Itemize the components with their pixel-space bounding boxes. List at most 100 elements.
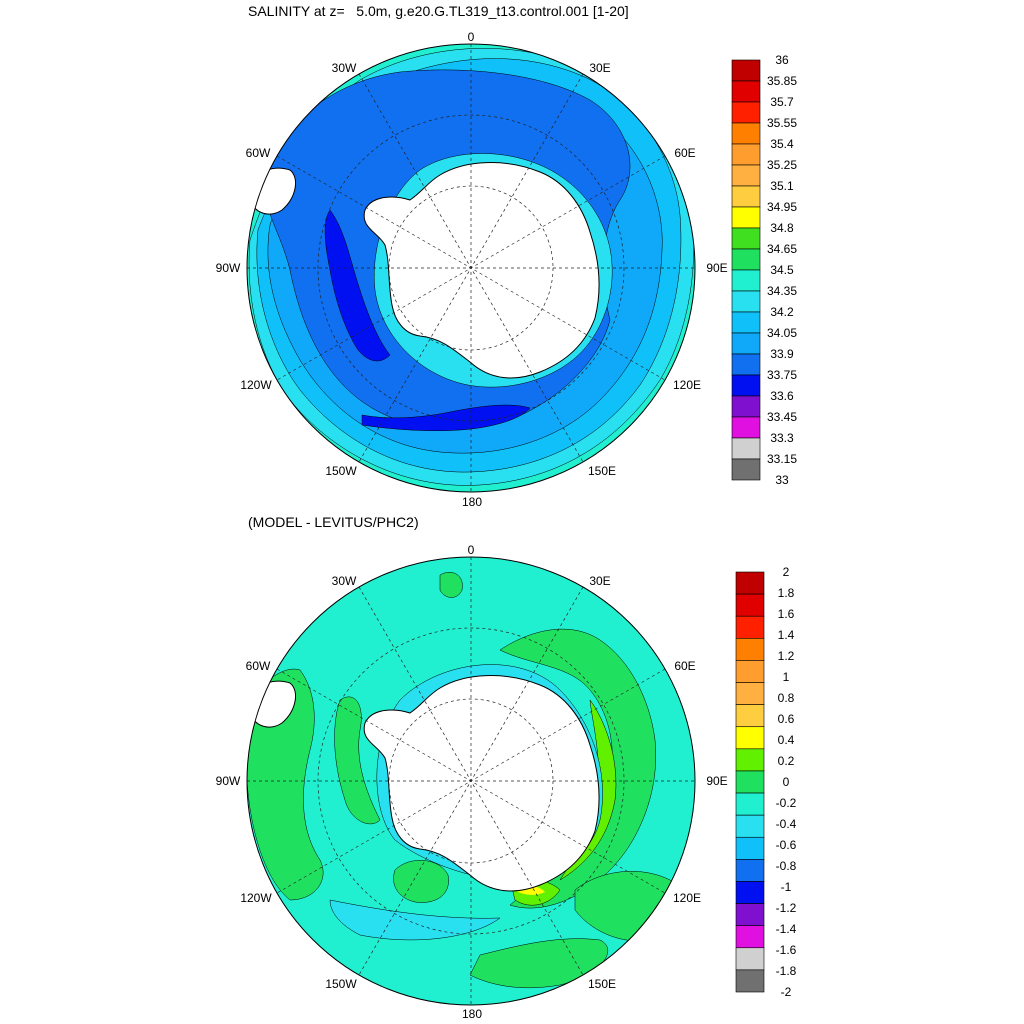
top-colorbar-swatch	[731, 437, 761, 460]
bottom-colorbar-label: -0.6	[776, 838, 797, 852]
top-colorbar-label: 34.95	[767, 200, 797, 214]
bottom-lon-90e: 90E	[706, 774, 727, 788]
bottom-cyan-south	[329, 899, 501, 941]
bottom-colorbar-label: 1	[783, 670, 790, 684]
top-dark-blue-south	[361, 404, 531, 431]
bottom-colorbar-swatch	[735, 903, 765, 926]
top-colorbar-label: 34.2	[770, 305, 794, 319]
bottom-lon-120w: 120W	[240, 891, 272, 905]
top-colorbar-label: 35.7	[770, 95, 794, 109]
bottom-colorbar-swatch	[735, 593, 765, 617]
top-colorbar-label: 36	[775, 53, 789, 67]
bottom-colorbar-label: 1.6	[778, 607, 795, 621]
top-lon-30e: 30E	[589, 61, 610, 75]
top-colorbar-swatch	[731, 227, 761, 250]
bottom-colorbar-swatch	[735, 726, 765, 750]
bottom-colorbar-label: 0.8	[778, 691, 795, 705]
bottom-lon-30w: 30W	[332, 574, 357, 588]
bottom-map-title: (MODEL - LEVITUS/PHC2)	[248, 514, 419, 530]
top-colorbar-swatch	[731, 206, 761, 229]
top-lon-60e: 60E	[674, 146, 695, 160]
top-lon-150w: 150W	[325, 464, 357, 478]
top-colorbar: 36 35.85 35.7 35.55 35.4 35.25 35.1 34.95 34.8 34…	[731, 53, 797, 487]
bottom-lon-150w: 150W	[325, 977, 357, 991]
bottom-lon-30e: 30E	[589, 574, 610, 588]
top-lon-120e: 120E	[673, 378, 701, 392]
bottom-lon-180: 180	[462, 1007, 482, 1021]
bottom-colorbar-swatch	[735, 638, 765, 661]
bottom-lon-0: 0	[468, 543, 475, 557]
top-colorbar-label: 33.9	[770, 347, 794, 361]
bottom-colorbar-swatch	[735, 704, 765, 728]
top-lon-90w: 90W	[216, 261, 241, 275]
top-colorbar-label: 33.45	[767, 410, 797, 424]
top-lon-30w: 30W	[332, 61, 357, 75]
bottom-colorbar-swatch	[735, 660, 765, 683]
bottom-green-south-patch	[393, 860, 449, 903]
top-colorbar-swatch	[731, 101, 761, 124]
bottom-colorbar-swatch	[735, 947, 765, 971]
bottom-colorbar-swatch	[735, 925, 765, 949]
bottom-lon-60w: 60W	[246, 659, 271, 673]
bottom-colorbar-swatch	[735, 969, 765, 993]
bottom-colorbar-swatch	[735, 814, 765, 838]
top-colorbar-label: 33.15	[767, 452, 797, 466]
top-graticule	[247, 44, 695, 492]
bottom-lon-120e: 120E	[673, 891, 701, 905]
top-colorbar-label: 35.55	[767, 116, 797, 130]
bottom-graticule	[247, 557, 695, 1005]
top-colorbar-swatch	[731, 395, 761, 418]
top-dark-blue-west	[324, 209, 391, 362]
bottom-colorbar-label: 1.8	[778, 586, 795, 600]
top-colorbar-label: 34.35	[767, 284, 797, 298]
bottom-colorbar-swatch	[735, 682, 765, 705]
top-colorbar-label: 33.75	[767, 368, 797, 382]
bottom-colorbar-swatch	[735, 881, 765, 904]
bottom-colorbar-swatch	[735, 571, 765, 595]
top-colorbar-swatch	[731, 332, 761, 355]
top-colorbar-swatch	[731, 164, 761, 187]
top-colorbar-label: 33.3	[770, 431, 794, 445]
bottom-antarctica-land	[363, 675, 600, 892]
bottom-green-north	[439, 572, 463, 598]
top-colorbar-swatch	[731, 311, 761, 334]
top-colorbar-swatch	[731, 143, 761, 166]
top-colorbar-swatch	[731, 122, 761, 145]
bottom-colorbar-label: -1.4	[776, 922, 797, 936]
top-lon-0: 0	[468, 30, 475, 44]
top-colorbar-swatch	[731, 290, 761, 313]
top-colorbar-label: 35.1	[770, 179, 794, 193]
top-colorbar-label: 33	[775, 473, 789, 487]
top-colorbar-swatch	[731, 269, 761, 292]
top-colorbar-swatch	[731, 374, 761, 397]
bottom-colorbar-label: 0.6	[778, 712, 795, 726]
top-colorbar-label: 34.8	[770, 221, 794, 235]
bottom-lon-90w: 90W	[216, 774, 241, 788]
bottom-colorbar-label: -1	[781, 880, 792, 894]
top-colorbar-label: 35.25	[767, 158, 797, 172]
bottom-difference-map	[246, 556, 696, 1006]
bottom-colorbar-label: 0.2	[778, 754, 795, 768]
bottom-colorbar-label: -0.2	[776, 796, 797, 810]
top-lon-120w: 120W	[240, 378, 272, 392]
top-colorbar-swatch	[731, 458, 761, 481]
bottom-colorbar-label: 0	[783, 775, 790, 789]
bottom-colorbar-label: -0.4	[776, 817, 797, 831]
top-colorbar-swatch	[731, 353, 761, 376]
top-lon-60w: 60W	[246, 146, 271, 160]
bottom-colorbar-swatch	[735, 859, 765, 882]
bottom-colorbar-label: -1.2	[776, 901, 797, 915]
bottom-colorbar-label: 1.2	[778, 649, 795, 663]
top-lon-150e: 150E	[588, 464, 616, 478]
top-longitude-labels: 0 30E 60E 90E 120E 150E 180 150W 120W 90…	[216, 30, 728, 509]
bottom-lon-150e: 150E	[588, 977, 616, 991]
bottom-colorbar-label: 0.4	[778, 733, 795, 747]
bottom-colorbar-swatch	[735, 748, 765, 772]
top-colorbar-swatch	[731, 185, 761, 208]
bottom-colorbar: 2 1.8 1.6 1.4 1.2 1 0.8 0.6 0.4 0.2 0 -0.2 -0.4 -0.6 -…	[735, 565, 797, 999]
top-lon-90e: 90E	[706, 261, 727, 275]
top-colorbar-swatch	[731, 59, 761, 82]
top-map-title: SALINITY at z= 5.0m, g.e20.G.TL319_t13.c…	[248, 3, 629, 19]
bottom-colorbar-swatch	[735, 792, 765, 816]
